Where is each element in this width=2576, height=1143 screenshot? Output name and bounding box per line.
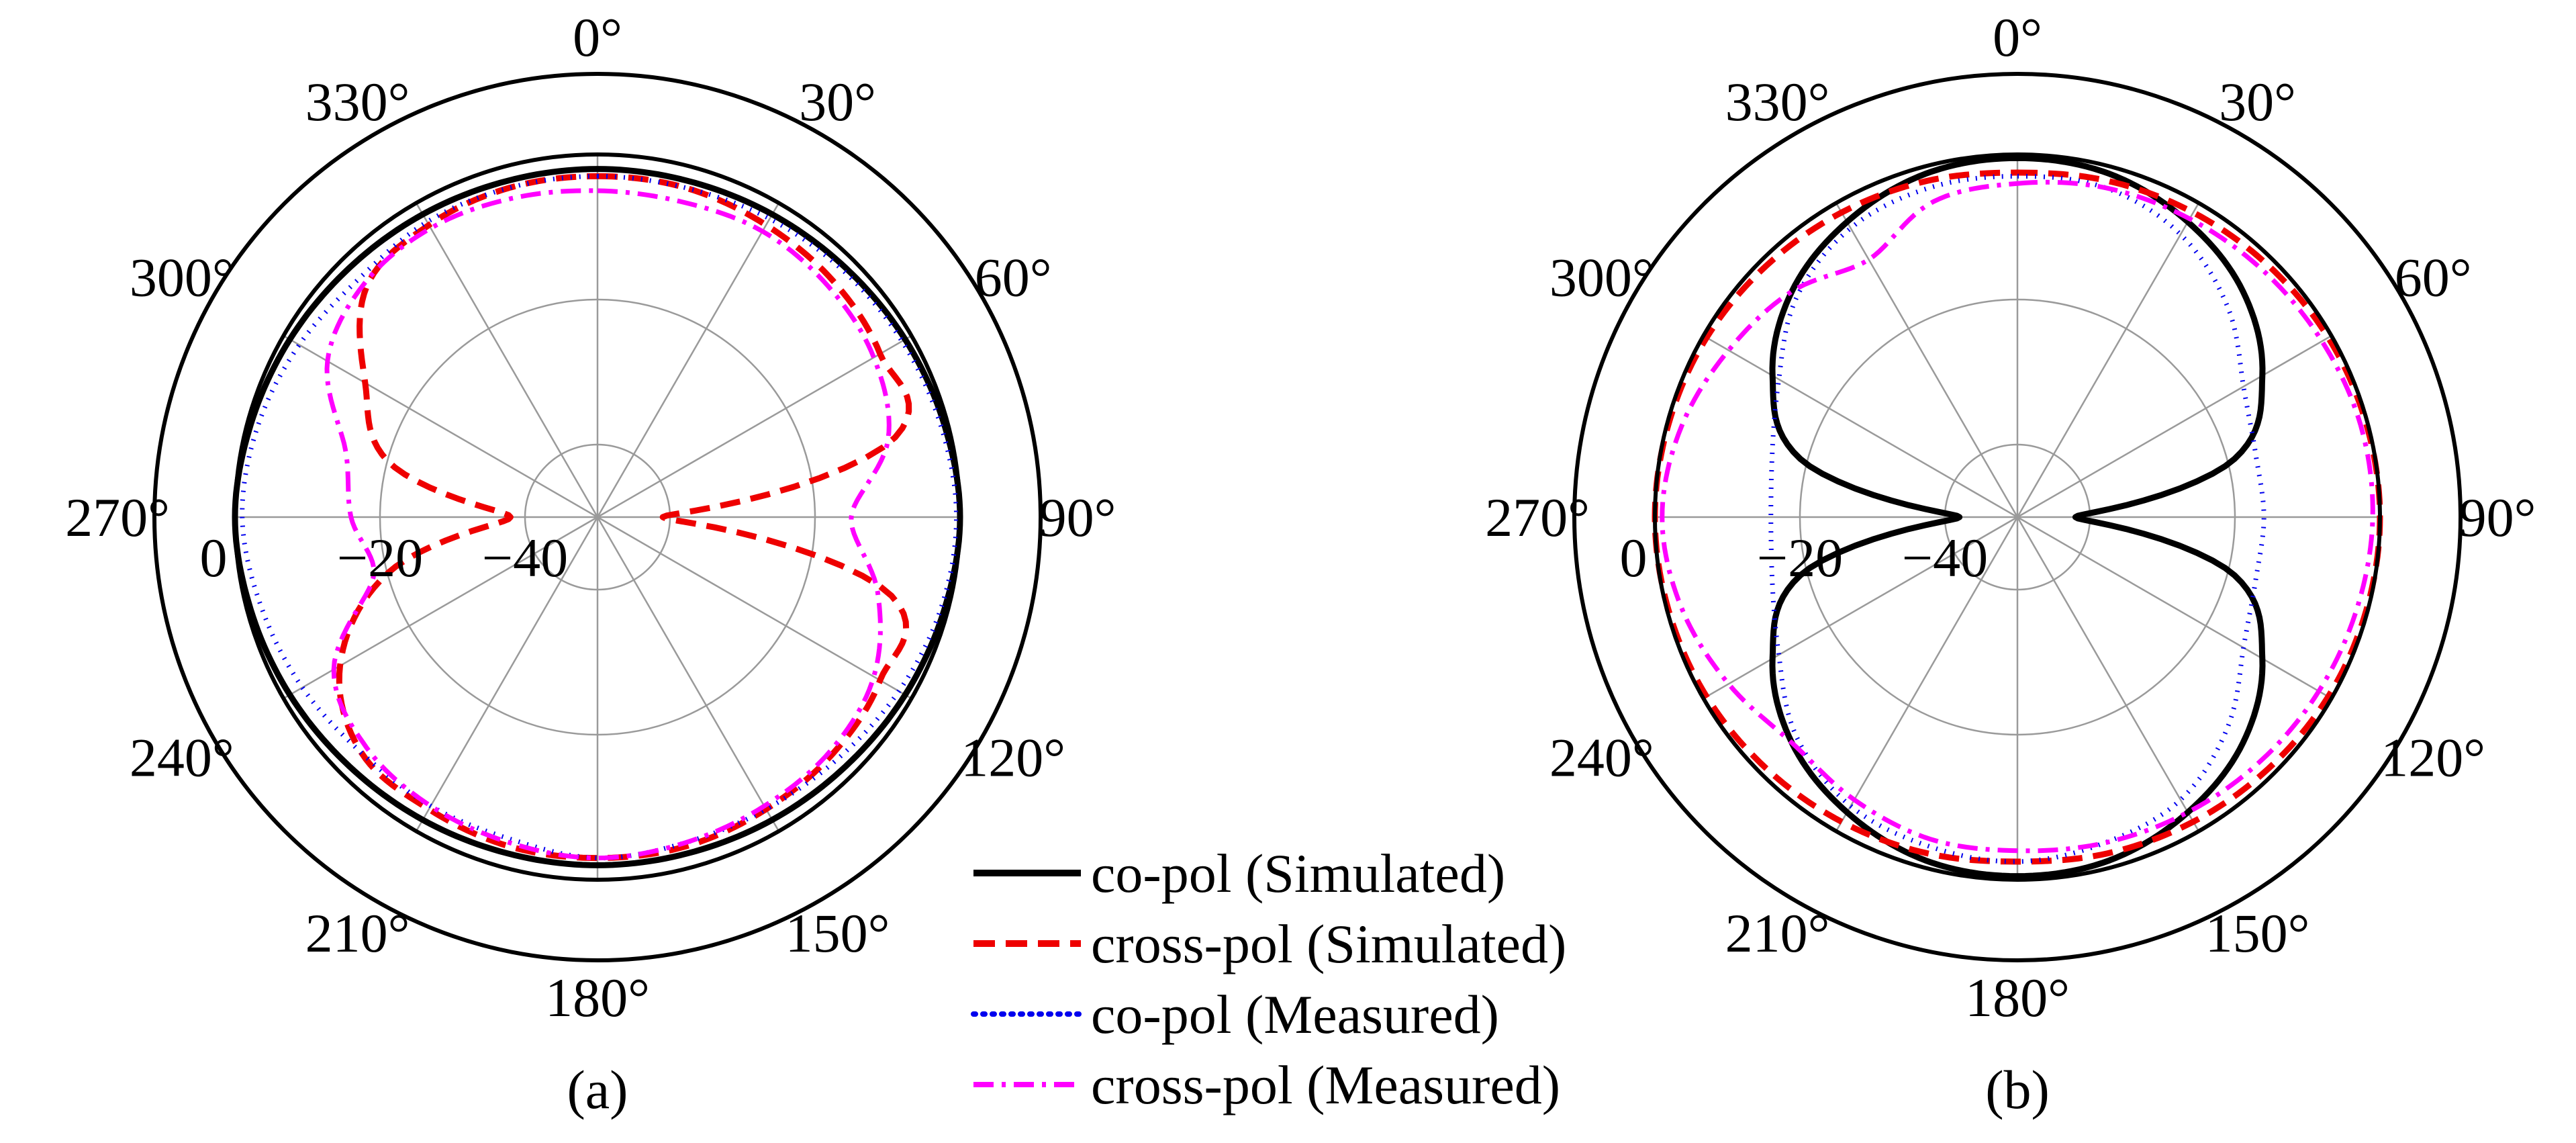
radial-tick-label: −20 [1757,527,1843,588]
angle-tick-label: 300° [130,247,234,308]
angle-tick-label: 270° [1485,487,1590,548]
angle-tick-label: 30° [799,71,876,132]
angle-tick-label: 300° [1549,247,1654,308]
angle-tick-label: 210° [305,903,410,964]
angle-tick-label: 210° [1725,903,1830,964]
angle-tick-label: 30° [2219,71,2296,132]
legend: co-pol (Simulated) cross-pol (Simulated)… [971,843,1566,1115]
legend-entry: co-pol (Measured) [971,984,1499,1045]
panel-label-a: (a) [567,1059,628,1120]
series-co-pol-simulated [1769,154,2266,880]
outer-ring [1572,72,2463,962]
polar-plot-a: 0° 30° 60° 90° 120° 150° 180° 210° 240° 270° 300° 3… [65,7,1116,1120]
legend-entry: co-pol (Simulated) [973,843,1505,904]
legend-label: cross-pol (Simulated) [1091,913,1566,974]
legend-entry: cross-pol (Simulated) [973,913,1566,974]
plot-edge [1653,152,2382,882]
legend-label: co-pol (Measured) [1091,984,1499,1045]
spoke-line [1835,202,2019,518]
spoke-line [1835,516,2019,832]
spoke-line [596,516,780,832]
angle-tick-label: 0° [573,7,622,68]
angle-tick-label: 330° [1725,71,1830,132]
panel-label-b: (b) [1985,1059,2050,1120]
series-cross-pol-simulated [1652,169,2383,865]
polar-plot-b: 0° 30° 60° 90° 120° 150° 180° 210° 240° 270° 300° 3… [1485,7,2536,1120]
angle-tick-label: 120° [961,727,1065,788]
outer-ring [152,72,1043,962]
angle-tick-label: 240° [130,727,234,788]
radial-tick-label: 0 [1620,527,1648,588]
spoke-line [597,516,912,700]
angle-tick-label: 240° [1549,727,1654,788]
plot-edge [233,152,962,882]
spoke-line [283,334,598,518]
radial-tick-label: 0 [200,527,228,588]
legend-label: cross-pol (Measured) [1091,1054,1560,1115]
angle-tick-label: 90° [1039,487,1116,548]
spoke-line [2017,516,2332,700]
angle-tick-label: 330° [305,71,410,132]
spoke-line [597,334,912,518]
spoke-line [1703,516,2018,700]
radial-tick-label: −40 [482,527,568,588]
series-cross-pol-measured [1660,179,2375,854]
legend-entry: cross-pol (Measured) [973,1054,1560,1115]
spoke-line [596,202,780,518]
legend-label: co-pol (Simulated) [1091,843,1505,904]
series-co-pol-simulated [232,166,963,868]
angle-tick-label: 60° [975,247,1052,308]
series-cross-pol-simulated [336,173,912,862]
angle-tick-label: 0° [1993,7,2042,68]
spoke-line [2016,516,2200,832]
angle-tick-label: 120° [2381,727,2485,788]
spoke-line [2017,334,2332,518]
angle-tick-label: 180° [545,967,650,1028]
angle-tick-label: 150° [2205,903,2310,964]
angle-tick-label: 180° [1965,967,2070,1028]
series-cross-pol-measured [324,188,892,861]
angle-tick-label: 60° [2395,247,2472,308]
angle-tick-label: 150° [785,903,890,964]
radial-tick-label: −40 [1902,527,1988,588]
radial-tick-label: −20 [337,527,423,588]
angle-tick-label: 90° [2459,487,2536,548]
spoke-line [2016,202,2200,518]
spoke-line [415,202,599,518]
spoke-line [415,516,599,832]
angle-tick-label: 270° [65,487,170,548]
spoke-line [1703,334,2018,518]
